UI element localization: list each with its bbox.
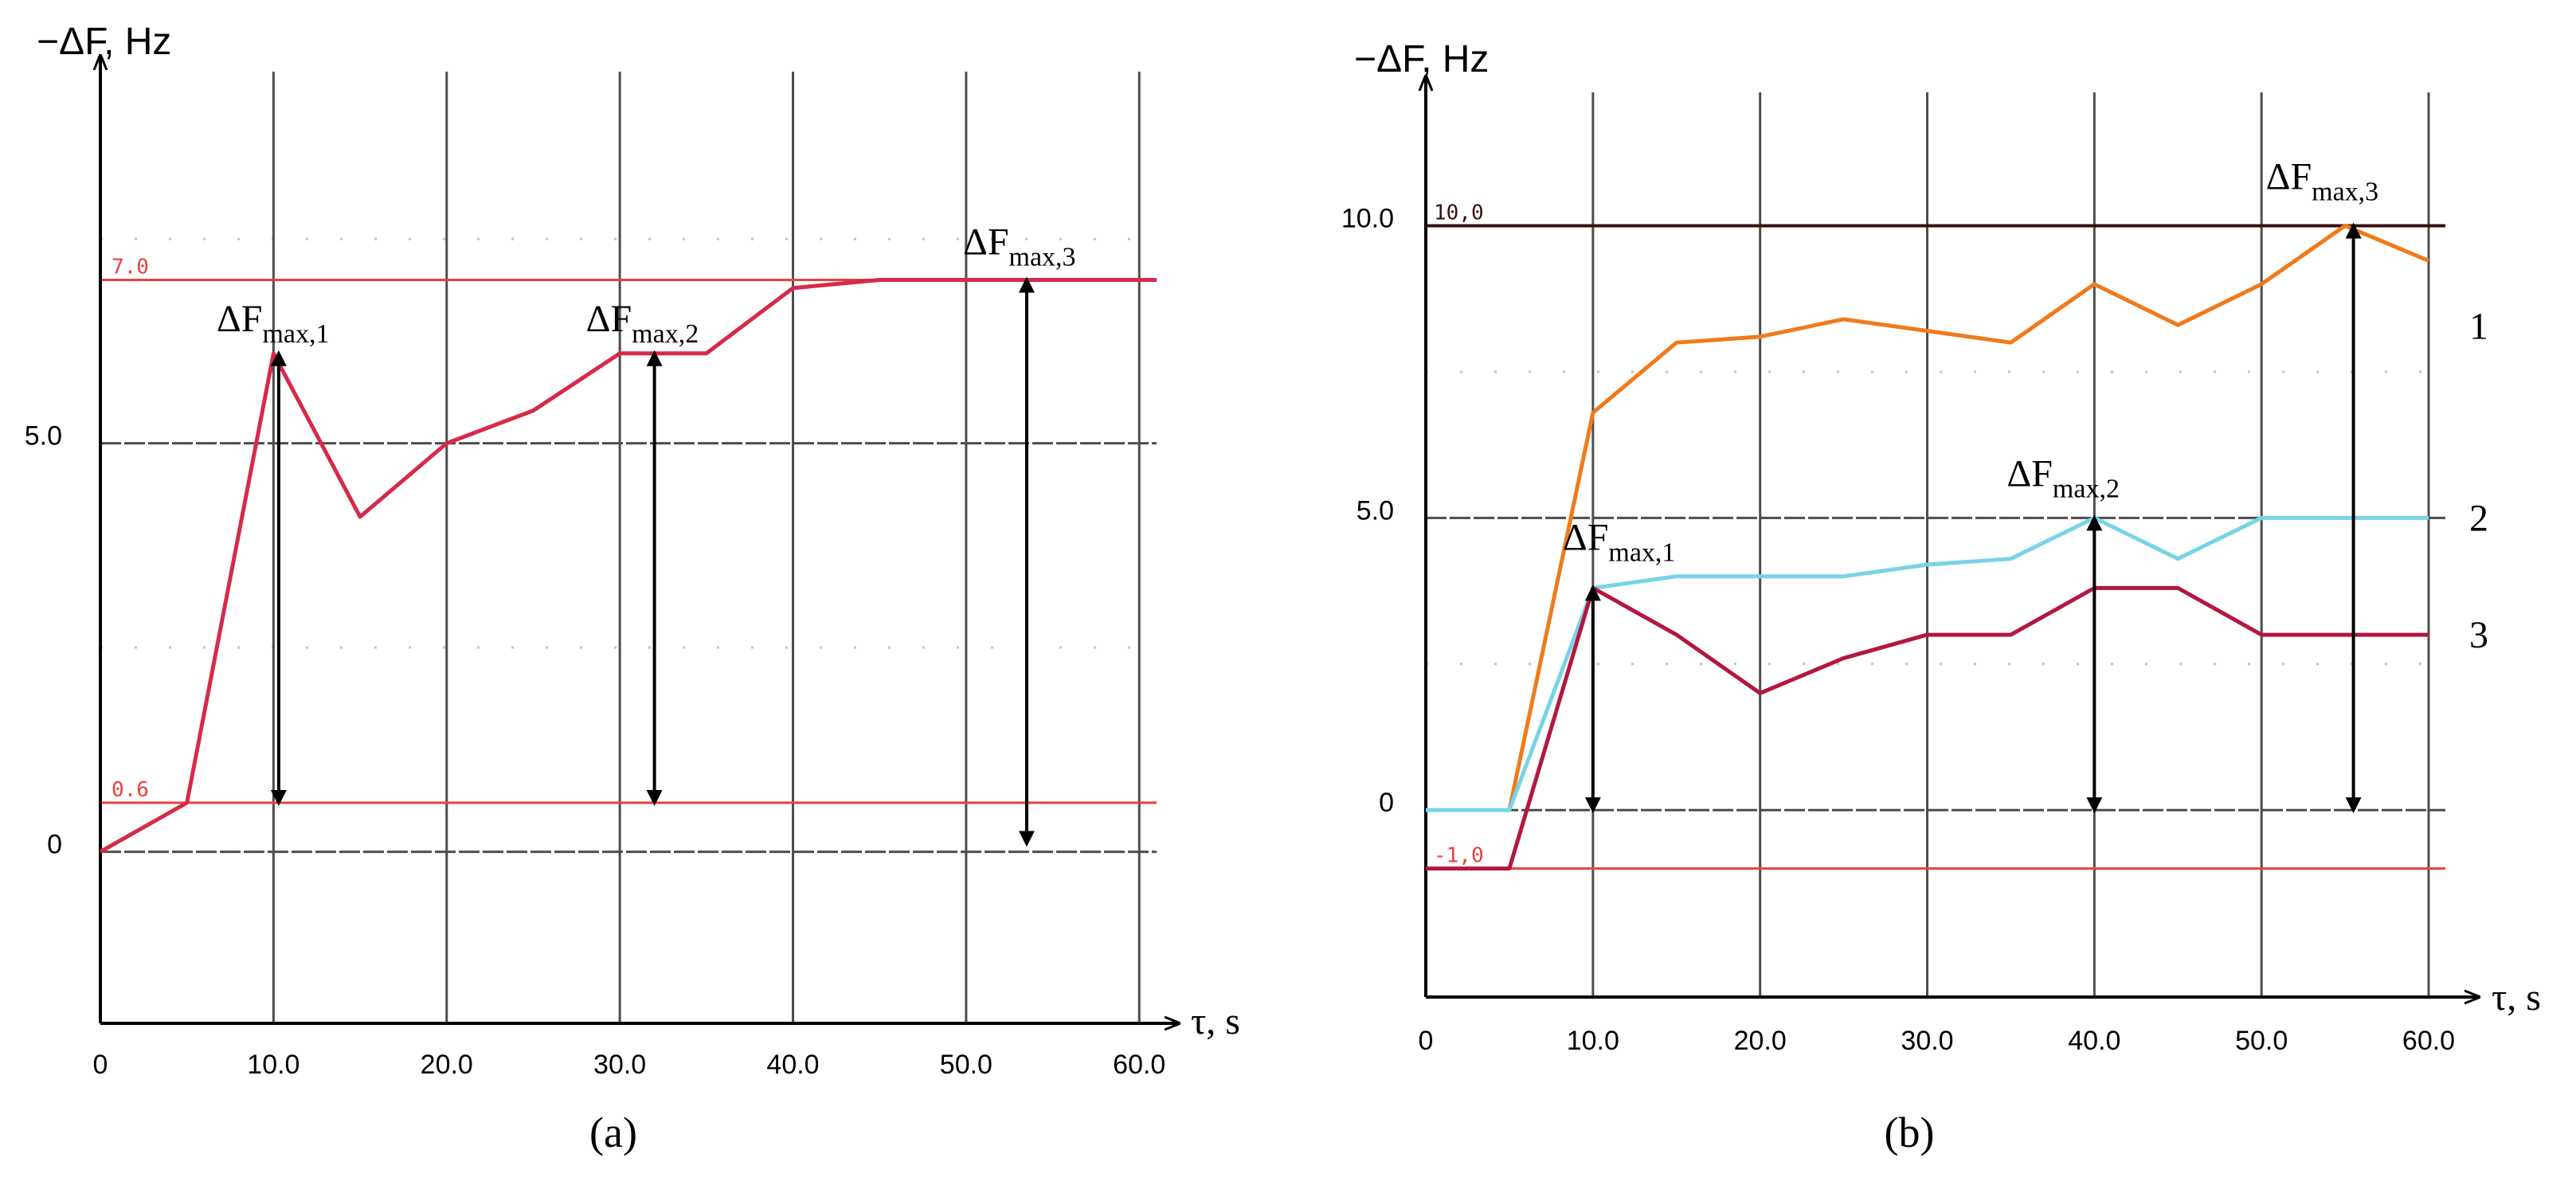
delta-f-label-main: ΔF — [2266, 155, 2312, 197]
x-tick-label: 10.0 — [1567, 1026, 1619, 1056]
delta-f-label-main: ΔF — [586, 298, 632, 340]
delta-f-label-main: ΔF — [1563, 516, 1609, 558]
delta-f-label-main: ΔF — [217, 298, 263, 340]
delta-f-max-label: ΔFmax,1 — [217, 298, 330, 349]
x-tick-label: 30.0 — [1901, 1026, 1953, 1056]
delta-f-label-subscript: max,2 — [632, 319, 699, 349]
y-tick-label: 5.0 — [25, 421, 62, 452]
y-tick-label: 5.0 — [1357, 495, 1394, 526]
series-line — [1507, 223, 2429, 811]
x-axis-label: τ, s — [1191, 1000, 1240, 1042]
delta-f-label-subscript: max,1 — [1608, 538, 1675, 567]
reference-line-label: -1,0 — [1434, 844, 1484, 868]
x-tick-label: 60.0 — [1113, 1050, 1165, 1080]
y-axis-label: −ΔF, Hz — [1354, 38, 1489, 80]
x-tick-label: 50.0 — [940, 1050, 992, 1080]
delta-f-max-label: ΔFmax,3 — [2266, 155, 2379, 206]
x-tick-label: 0 — [1419, 1026, 1434, 1056]
delta-f-max-label: ΔFmax,2 — [2006, 452, 2120, 503]
y-tick-label: 10.0 — [1341, 203, 1394, 233]
x-tick-label: 20.0 — [421, 1050, 473, 1080]
panel-b: 10,0-1,0ΔFmax,1ΔFmax,2ΔFmax,312305.010.0… — [1341, 38, 2541, 1156]
series-label: 3 — [2469, 614, 2488, 656]
x-tick-label: 20.0 — [1734, 1026, 1787, 1056]
x-tick-label: 40.0 — [766, 1050, 819, 1080]
delta-f-label-subscript: max,3 — [2312, 177, 2378, 206]
series-line — [99, 277, 1157, 854]
series-label: 1 — [2469, 305, 2488, 347]
delta-f-max-label: ΔFmax,3 — [963, 221, 1076, 272]
panel-caption: (a) — [589, 1109, 637, 1156]
delta-f-label-subscript: max,2 — [2053, 474, 2120, 503]
reference-line-label: 0.6 — [112, 778, 149, 802]
panel-caption: (b) — [1885, 1109, 1935, 1156]
x-tick-label: 60.0 — [2402, 1026, 2455, 1056]
x-axis-label: τ, s — [2492, 976, 2541, 1019]
delta-f-label-main: ΔF — [2006, 452, 2053, 495]
delta-f-label-subscript: max,3 — [1009, 242, 1076, 272]
delta-f-max-label: ΔFmax,1 — [1563, 516, 1676, 567]
x-tick-label: 40.0 — [2068, 1026, 2120, 1056]
x-tick-label: 10.0 — [247, 1050, 299, 1080]
delta-f-max-label: ΔFmax,2 — [586, 298, 699, 349]
delta-f-label-subscript: max,1 — [262, 319, 329, 349]
y-tick-label: 0 — [47, 830, 62, 860]
x-tick-label: 0 — [93, 1050, 108, 1080]
reference-line-label: 7.0 — [112, 255, 149, 279]
delta-f-label-main: ΔF — [963, 221, 1009, 263]
x-tick-label: 50.0 — [2235, 1026, 2288, 1056]
y-axis-label: −ΔF, Hz — [37, 21, 171, 63]
series-label: 2 — [2469, 497, 2488, 539]
reference-line-label: 10,0 — [1434, 201, 1484, 225]
x-tick-label: 30.0 — [593, 1050, 646, 1080]
y-tick-label: 0 — [1379, 788, 1394, 818]
